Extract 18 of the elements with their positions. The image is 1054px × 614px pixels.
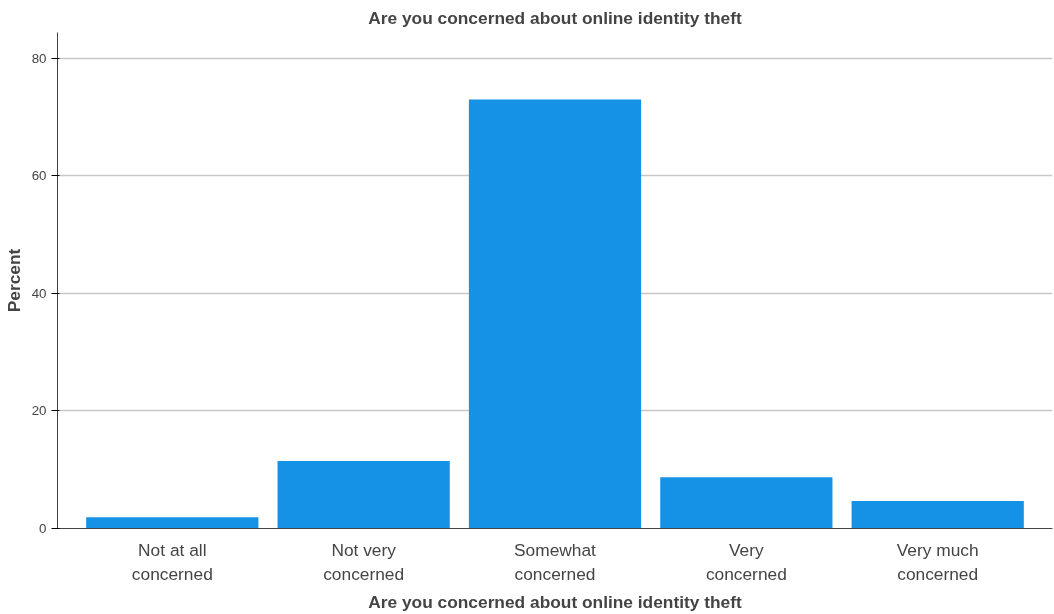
- chart-title: Are you concerned about online identity theft: [368, 7, 742, 28]
- y-tick-label: 20: [31, 403, 47, 419]
- bar: [468, 99, 642, 529]
- x-tick-label: Not at all concerned: [131, 539, 213, 584]
- x-tick-label: Somewhat concerned: [514, 539, 597, 584]
- y-tick-label: 80: [31, 50, 47, 66]
- x-tick-label: Very much concerned: [896, 539, 979, 584]
- x-axis-title: Are you concerned about online identity theft: [368, 591, 742, 612]
- bar: [851, 500, 1024, 529]
- y-axis-title: Percent: [3, 248, 24, 313]
- x-tick-label: Not very concerned: [323, 539, 405, 584]
- bar: [277, 460, 450, 529]
- bar: [86, 517, 259, 529]
- bar: [660, 477, 833, 529]
- y-tick-label: 40: [31, 285, 47, 301]
- y-tick-label: 60: [31, 168, 47, 184]
- x-tick-label: Very concerned: [705, 539, 787, 584]
- y-tick-label: 0: [39, 521, 47, 536]
